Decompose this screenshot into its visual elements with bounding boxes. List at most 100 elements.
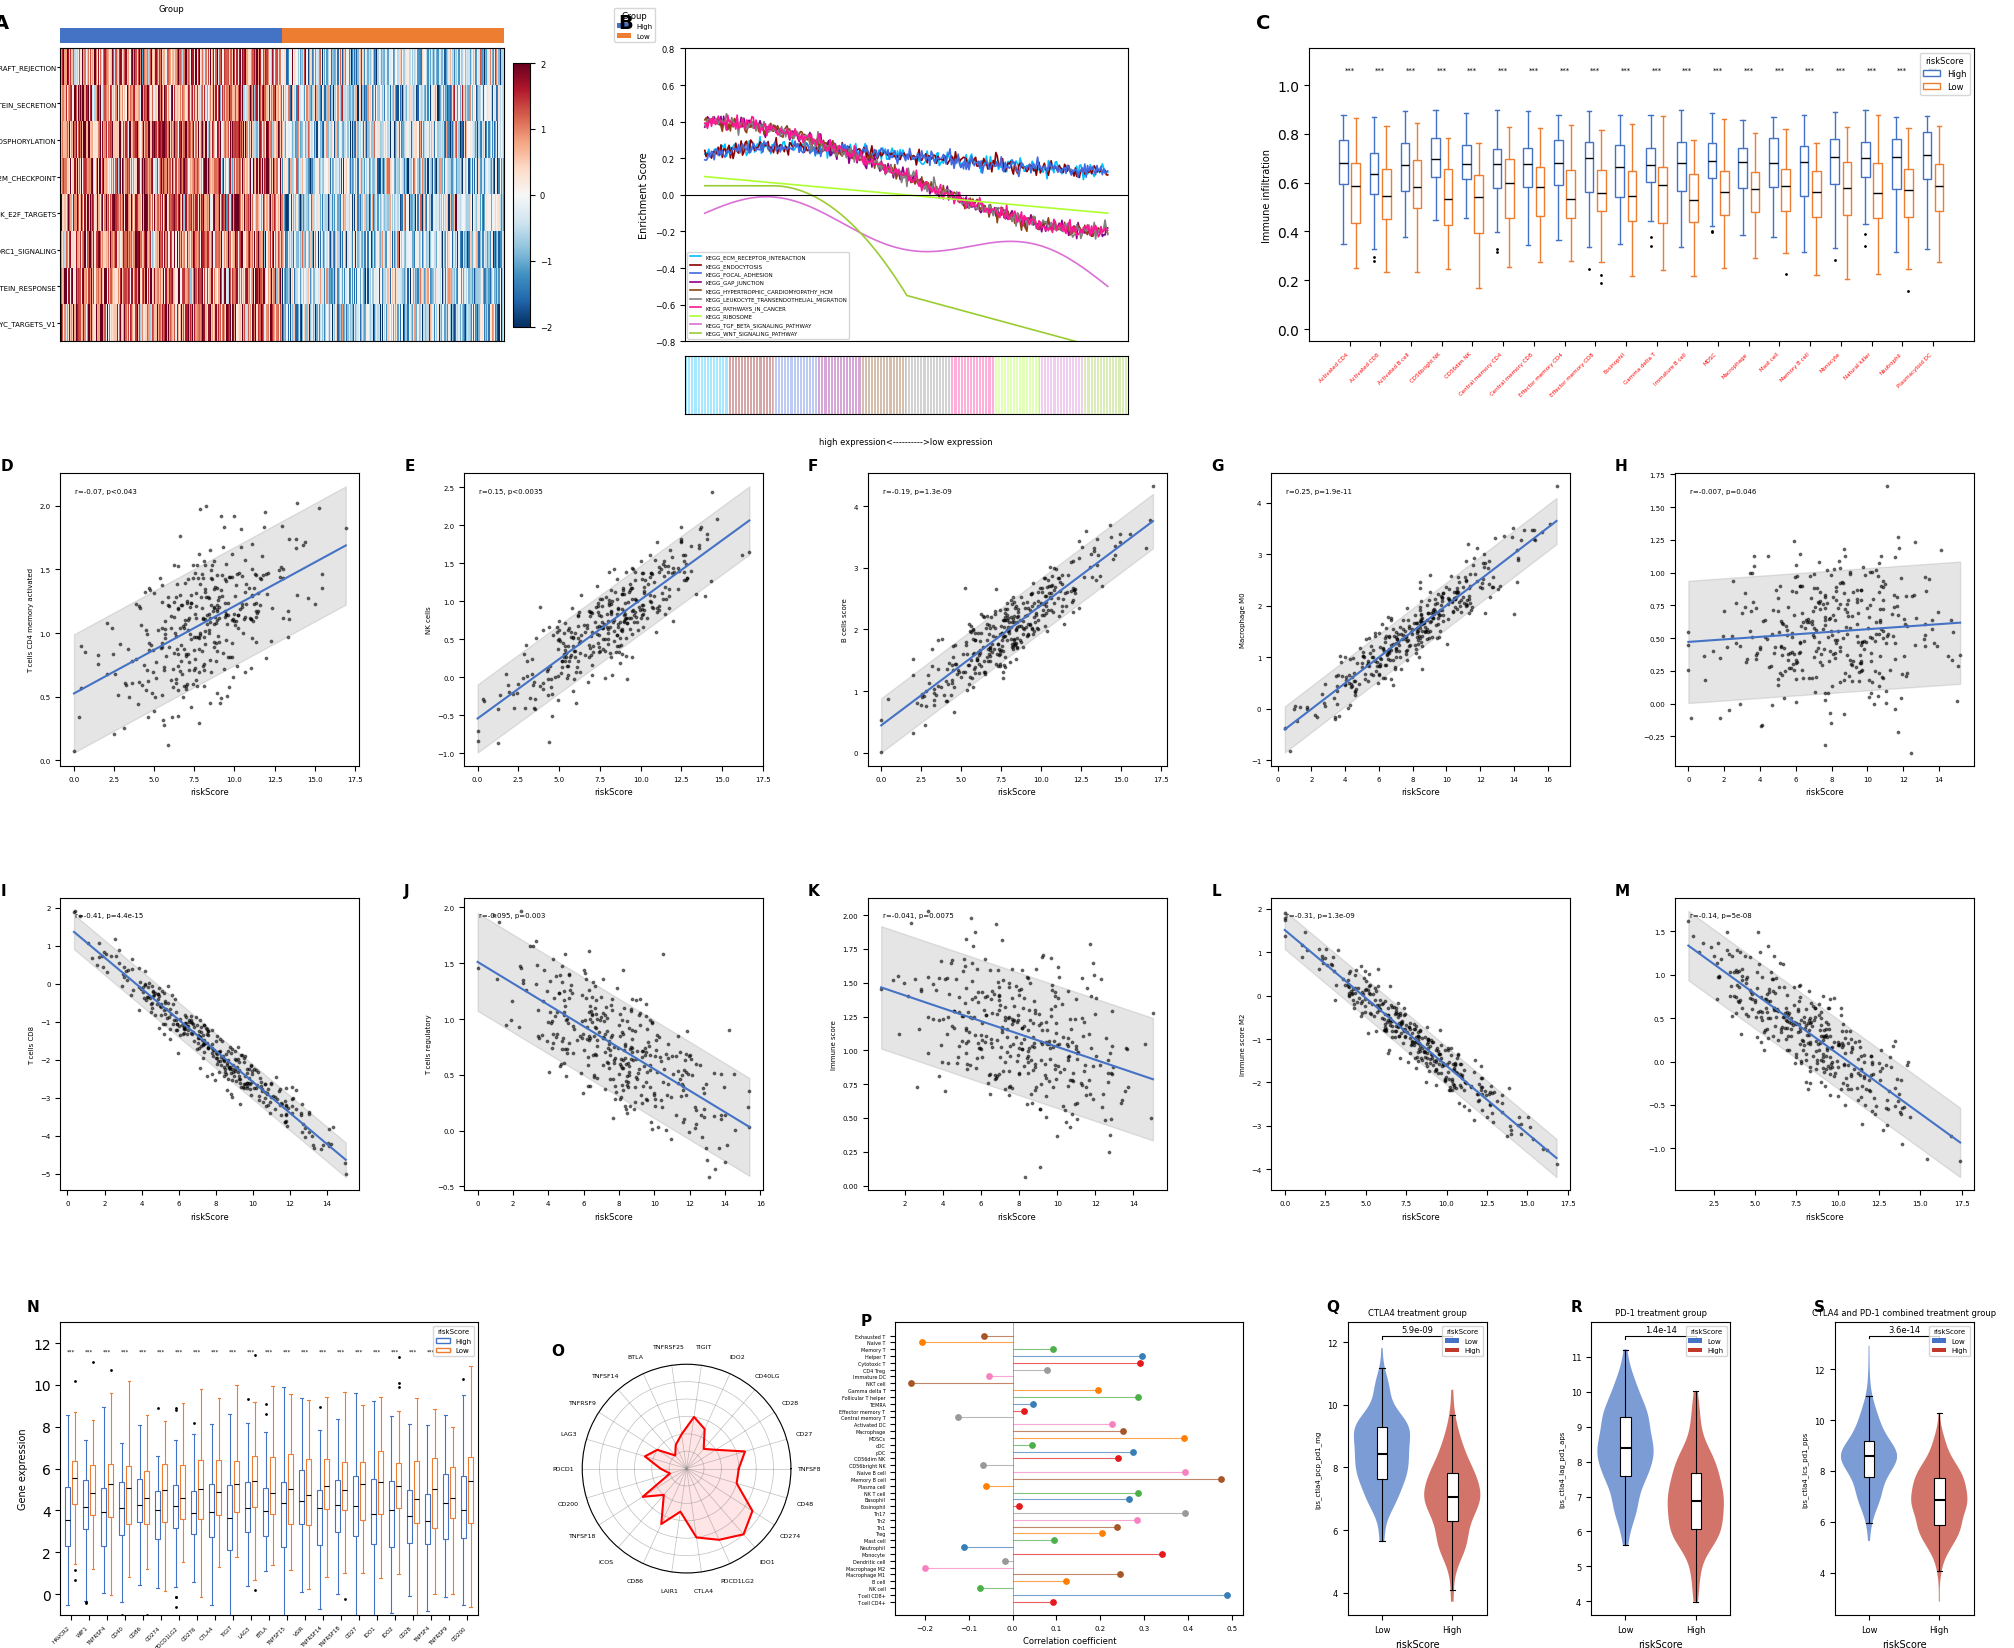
Point bbox=[687, 1124, 719, 1150]
Point bbox=[580, 1033, 612, 1060]
PathPatch shape bbox=[451, 1467, 455, 1518]
Point bbox=[646, 1094, 679, 1121]
Point bbox=[197, 1037, 230, 1063]
Point bbox=[653, 560, 685, 587]
Point bbox=[187, 1023, 220, 1050]
Point bbox=[1472, 1104, 1504, 1131]
Point bbox=[137, 681, 169, 707]
Point bbox=[1045, 990, 1077, 1017]
Point bbox=[930, 656, 963, 682]
Point bbox=[195, 552, 228, 578]
Point bbox=[657, 1061, 689, 1088]
Point bbox=[1077, 1086, 1110, 1112]
Point bbox=[606, 641, 638, 667]
Point bbox=[1428, 1037, 1460, 1063]
Point bbox=[1750, 608, 1782, 634]
Point bbox=[1049, 1109, 1082, 1135]
Point bbox=[1778, 1010, 1811, 1037]
Point bbox=[562, 613, 594, 639]
Point bbox=[1871, 1088, 1903, 1114]
Point bbox=[157, 674, 189, 700]
Point bbox=[1738, 554, 1770, 580]
Point bbox=[1075, 565, 1108, 592]
Point bbox=[1823, 1083, 1855, 1109]
Point bbox=[1786, 666, 1819, 692]
Point bbox=[1440, 585, 1472, 611]
Point bbox=[1359, 621, 1392, 648]
Point bbox=[1855, 649, 1887, 676]
Point bbox=[1416, 605, 1448, 631]
Point bbox=[1380, 626, 1412, 653]
Point bbox=[554, 986, 586, 1012]
Point bbox=[1788, 1015, 1821, 1042]
Point bbox=[1851, 595, 1883, 621]
Text: ***: *** bbox=[139, 1348, 147, 1353]
Point bbox=[1374, 1012, 1406, 1038]
Point bbox=[1408, 610, 1440, 636]
Point bbox=[959, 1055, 991, 1081]
Point bbox=[1370, 1002, 1402, 1028]
Point bbox=[203, 1048, 236, 1074]
Point bbox=[1847, 1063, 1879, 1089]
Point bbox=[1835, 1063, 1867, 1089]
Point bbox=[614, 605, 646, 631]
Point bbox=[949, 659, 981, 686]
Point bbox=[665, 1071, 697, 1098]
Point bbox=[1823, 638, 1855, 664]
Point bbox=[1770, 1015, 1803, 1042]
Point bbox=[1792, 1022, 1825, 1048]
Point bbox=[1845, 649, 1877, 676]
Point bbox=[1025, 1154, 1057, 1180]
Point bbox=[975, 634, 1007, 661]
Point bbox=[1420, 611, 1452, 638]
Point bbox=[1730, 649, 1762, 676]
PathPatch shape bbox=[264, 1488, 268, 1536]
Point bbox=[1815, 1023, 1847, 1050]
Point bbox=[131, 974, 163, 1000]
Point bbox=[215, 1040, 248, 1066]
Point bbox=[1833, 588, 1865, 615]
Point bbox=[638, 1083, 671, 1109]
Point bbox=[1065, 1005, 1098, 1032]
Point bbox=[1370, 1015, 1402, 1042]
Point bbox=[995, 1033, 1027, 1060]
Point bbox=[1337, 992, 1370, 1018]
Point bbox=[1730, 648, 1762, 674]
Point bbox=[1843, 659, 1875, 686]
Point bbox=[955, 905, 987, 931]
Point bbox=[1720, 590, 1752, 616]
Point bbox=[1418, 1048, 1450, 1074]
Point bbox=[1502, 1112, 1535, 1139]
Point bbox=[1422, 605, 1454, 631]
Point bbox=[1382, 990, 1414, 1017]
Point bbox=[1374, 1009, 1406, 1035]
Point bbox=[1031, 583, 1063, 610]
Point bbox=[991, 618, 1023, 644]
Point bbox=[912, 671, 945, 697]
Point bbox=[91, 661, 123, 687]
Point bbox=[616, 1040, 649, 1066]
Point bbox=[1055, 1017, 1088, 1043]
Point bbox=[191, 1035, 224, 1061]
Point bbox=[963, 643, 995, 669]
Point bbox=[1376, 1018, 1408, 1045]
Point bbox=[985, 615, 1017, 641]
Point bbox=[640, 620, 673, 646]
Point bbox=[209, 567, 242, 593]
Text: ***: *** bbox=[1837, 68, 1847, 74]
Point bbox=[1764, 951, 1796, 977]
Point bbox=[1007, 1053, 1039, 1079]
PathPatch shape bbox=[1370, 153, 1378, 194]
Point bbox=[572, 633, 604, 659]
Point bbox=[1829, 580, 1861, 606]
Point bbox=[554, 644, 586, 671]
Point bbox=[1420, 590, 1452, 616]
Text: ***: *** bbox=[1744, 68, 1754, 74]
Point bbox=[997, 633, 1029, 659]
Point bbox=[1434, 1074, 1466, 1101]
PathPatch shape bbox=[228, 1485, 232, 1551]
Point bbox=[220, 1056, 252, 1083]
Point bbox=[1384, 644, 1416, 671]
Point bbox=[570, 1014, 602, 1040]
Point bbox=[1847, 630, 1879, 656]
